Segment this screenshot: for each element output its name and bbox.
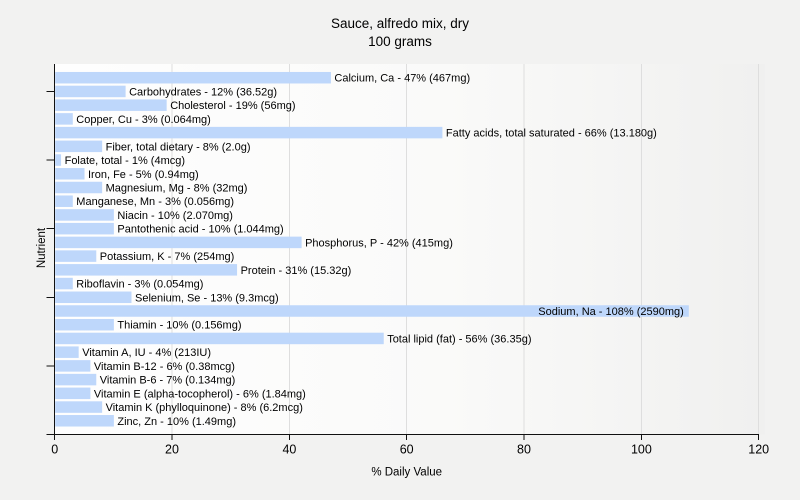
- svg-text:Protein - 31% (15.32g): Protein - 31% (15.32g): [241, 265, 352, 277]
- svg-text:Phosphorus, P - 42% (415mg): Phosphorus, P - 42% (415mg): [305, 237, 453, 249]
- svg-text:Sodium, Na - 108% (2590mg): Sodium, Na - 108% (2590mg): [538, 306, 684, 318]
- svg-text:Vitamin K (phylloquinone) - 8%: Vitamin K (phylloquinone) - 8% (6.2mcg): [106, 402, 303, 414]
- svg-text:Vitamin A, IU - 4% (213IU): Vitamin A, IU - 4% (213IU): [82, 347, 211, 359]
- svg-text:40: 40: [282, 443, 296, 457]
- svg-text:Fatty acids, total saturated -: Fatty acids, total saturated - 66% (13.1…: [446, 128, 657, 140]
- svg-text:Fiber, total dietary - 8% (2.0: Fiber, total dietary - 8% (2.0g): [106, 141, 251, 153]
- svg-text:Total lipid (fat) - 56% (36.35: Total lipid (fat) - 56% (36.35g): [387, 333, 531, 345]
- svg-text:Potassium, K - 7% (254mg): Potassium, K - 7% (254mg): [100, 251, 235, 263]
- svg-text:Pantothenic acid - 10% (1.044m: Pantothenic acid - 10% (1.044mg): [117, 224, 283, 236]
- svg-text:Iron, Fe - 5% (0.94mg): Iron, Fe - 5% (0.94mg): [88, 169, 199, 181]
- svg-text:100: 100: [631, 443, 652, 457]
- svg-text:Zinc, Zn - 10% (1.49mg): Zinc, Zn - 10% (1.49mg): [117, 416, 236, 428]
- svg-text:Vitamin E (alpha-tocopherol) -: Vitamin E (alpha-tocopherol) - 6% (1.84m…: [94, 388, 306, 400]
- svg-text:Cholesterol - 19% (56mg): Cholesterol - 19% (56mg): [170, 100, 295, 112]
- svg-text:0: 0: [51, 443, 58, 457]
- svg-text:Niacin - 10% (2.070mg): Niacin - 10% (2.070mg): [117, 210, 233, 222]
- svg-text:Thiamin - 10% (0.156mg): Thiamin - 10% (0.156mg): [117, 320, 241, 332]
- svg-text:Calcium, Ca - 47% (467mg): Calcium, Ca - 47% (467mg): [334, 73, 470, 85]
- svg-text:Selenium, Se - 13% (9.3mcg): Selenium, Se - 13% (9.3mcg): [135, 292, 279, 304]
- svg-text:Folate, total - 1% (4mcg): Folate, total - 1% (4mcg): [65, 155, 185, 167]
- svg-text:Nutrient: Nutrient: [36, 227, 48, 268]
- svg-text:Copper, Cu - 3% (0.064mg): Copper, Cu - 3% (0.064mg): [76, 114, 211, 126]
- svg-text:Sauce, alfredo mix, dry: Sauce, alfredo mix, dry: [331, 16, 469, 31]
- svg-text:Manganese, Mn - 3% (0.056mg): Manganese, Mn - 3% (0.056mg): [76, 196, 234, 208]
- svg-text:Vitamin B-6 - 7% (0.134mg): Vitamin B-6 - 7% (0.134mg): [100, 375, 236, 387]
- svg-text:120: 120: [748, 443, 769, 457]
- svg-text:Riboflavin - 3% (0.054mg): Riboflavin - 3% (0.054mg): [76, 279, 203, 291]
- svg-text:Carbohydrates - 12% (36.52g): Carbohydrates - 12% (36.52g): [129, 86, 277, 98]
- svg-text:% Daily Value: % Daily Value: [371, 467, 442, 479]
- svg-text:80: 80: [517, 443, 531, 457]
- svg-text:60: 60: [400, 443, 414, 457]
- svg-text:20: 20: [165, 443, 179, 457]
- svg-text:Magnesium, Mg - 8% (32mg): Magnesium, Mg - 8% (32mg): [106, 183, 248, 195]
- svg-text:Vitamin B-12 - 6% (0.38mcg): Vitamin B-12 - 6% (0.38mcg): [94, 361, 235, 373]
- svg-text:100 grams: 100 grams: [368, 34, 432, 49]
